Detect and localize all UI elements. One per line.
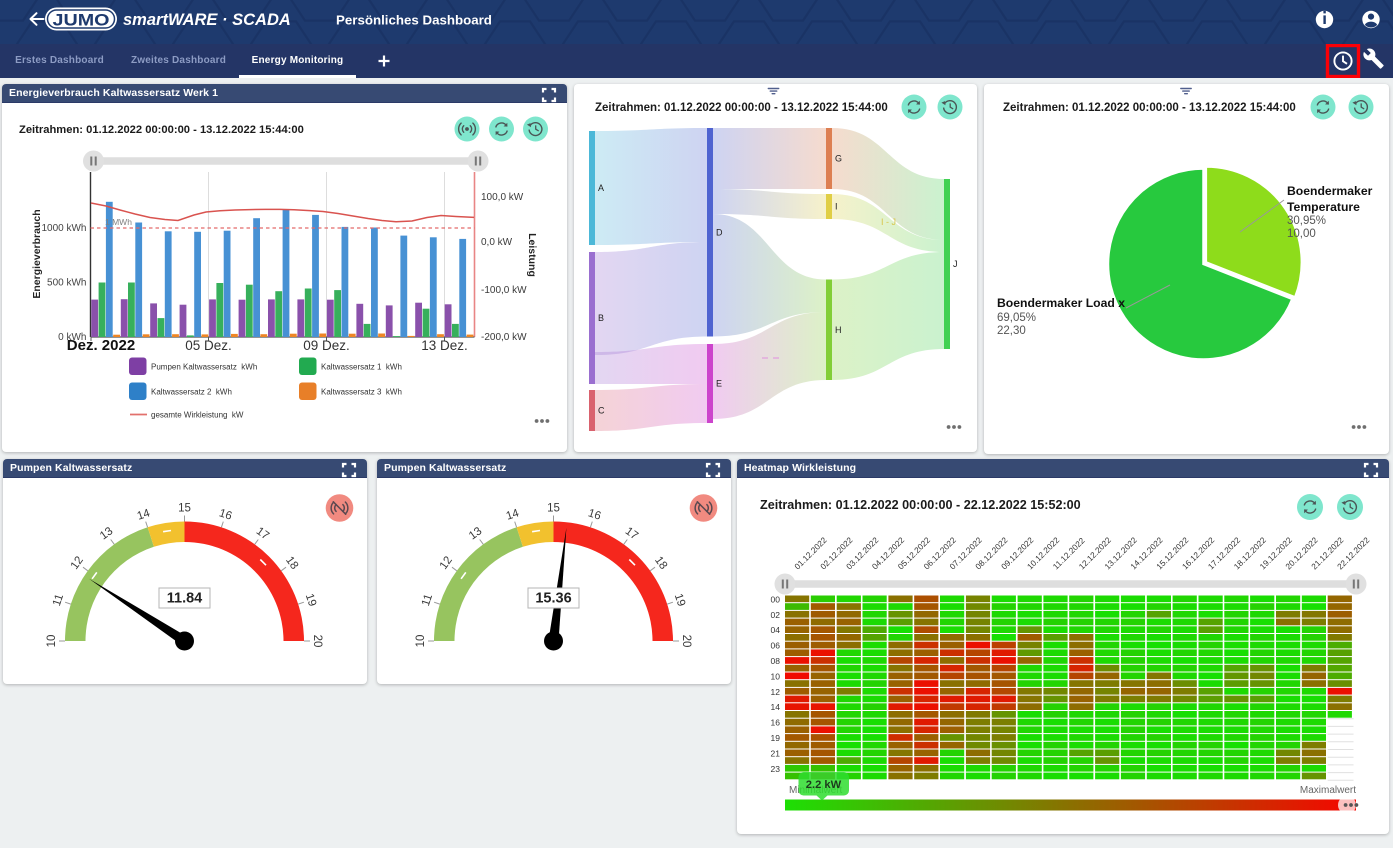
svg-text:Zeitrahmen: 01.12.2022 00:00:0: Zeitrahmen: 01.12.2022 00:00:00 - 13.12.… — [1003, 102, 1296, 114]
svg-text:Kaltwassersatz 2 kWh: Kaltwassersatz 2 kWh — [151, 388, 232, 397]
svg-text:11.84: 11.84 — [167, 591, 203, 607]
svg-text:500 kWh: 500 kWh — [47, 278, 86, 289]
svg-text:19: 19 — [303, 592, 318, 608]
svg-text:11: 11 — [420, 593, 435, 608]
svg-text:14: 14 — [505, 507, 521, 523]
svg-text:Boendermaker Load x: Boendermaker Load x — [997, 296, 1125, 310]
svg-text:15: 15 — [178, 503, 191, 515]
svg-text:12: 12 — [69, 554, 86, 571]
svg-text:Energieverbrauch: Energieverbrauch — [31, 209, 43, 298]
svg-text:JUMO: JUMO — [53, 12, 110, 30]
svg-text:19: 19 — [771, 733, 781, 743]
svg-text:Zeitrahmen: 01.12.2022 00:00:0: Zeitrahmen: 01.12.2022 00:00:00 - 22.12.… — [760, 498, 1081, 512]
svg-text:smartWARE · SCADA: smartWARE · SCADA — [123, 11, 291, 29]
svg-text:100,0 kW: 100,0 kW — [481, 192, 524, 203]
svg-text:14: 14 — [136, 507, 152, 523]
svg-text:14: 14 — [771, 702, 781, 712]
svg-text:Kaltwassersatz 1 kWh: Kaltwassersatz 1 kWh — [321, 363, 402, 372]
svg-text:18: 18 — [283, 554, 300, 571]
svg-text:0 kWh: 0 kWh — [58, 332, 86, 343]
svg-text:G: G — [835, 154, 842, 164]
svg-text:2.2 kW: 2.2 kW — [806, 779, 842, 791]
svg-text:Persönliches Dashboard: Persönliches Dashboard — [336, 13, 492, 28]
svg-text:-100,0 kW: -100,0 kW — [481, 285, 527, 296]
svg-text:Kaltwassersatz 3 kWh: Kaltwassersatz 3 kWh — [321, 388, 402, 397]
svg-text:69,05%: 69,05% — [997, 312, 1036, 324]
svg-text:Pumpen Kaltwassersatz kWh: Pumpen Kaltwassersatz kWh — [151, 363, 257, 372]
svg-text:10: 10 — [46, 635, 58, 648]
svg-text:09 Dez.: 09 Dez. — [303, 338, 350, 353]
svg-text:A: A — [598, 183, 604, 193]
svg-text:15.36: 15.36 — [535, 591, 571, 607]
svg-text:E: E — [716, 379, 722, 389]
svg-text:00: 00 — [771, 594, 781, 604]
svg-text:1000 kWh: 1000 kWh — [41, 223, 86, 234]
svg-text:gesamte Wirkleistung kW: gesamte Wirkleistung kW — [151, 411, 244, 420]
svg-text:C: C — [598, 406, 605, 416]
svg-text:B: B — [598, 313, 604, 323]
svg-text:Boendermaker: Boendermaker — [1287, 184, 1373, 198]
svg-text:0,0 kW: 0,0 kW — [481, 237, 513, 248]
svg-text:I - J: I - J — [881, 217, 896, 227]
svg-text:30,95%: 30,95% — [1287, 215, 1326, 227]
svg-text:Dez. 2022: Dez. 2022 — [67, 337, 135, 354]
svg-text:04: 04 — [771, 625, 781, 635]
svg-text:Temperature: Temperature — [1287, 200, 1360, 214]
svg-text:Zeitrahmen: 01.12.2022 00:00:0: Zeitrahmen: 01.12.2022 00:00:00 - 13.12.… — [595, 102, 888, 114]
svg-text:12: 12 — [771, 687, 781, 697]
svg-text:16: 16 — [217, 507, 233, 522]
svg-text:19: 19 — [672, 592, 687, 608]
svg-text:Zeitrahmen: 01.12.2022 00:00:0: Zeitrahmen: 01.12.2022 00:00:00 - 13.12.… — [19, 124, 304, 136]
svg-text:20: 20 — [311, 635, 323, 648]
svg-text:17: 17 — [623, 525, 640, 542]
svg-text:10,00: 10,00 — [1287, 228, 1316, 240]
svg-text:21: 21 — [771, 748, 781, 758]
svg-text:16: 16 — [771, 718, 781, 728]
svg-text:05 Dez.: 05 Dez. — [185, 338, 232, 353]
svg-text:13 Dez.: 13 Dez. — [421, 338, 468, 353]
svg-text:-200,0 kW: -200,0 kW — [481, 332, 527, 343]
svg-text:1 MWh: 1 MWh — [105, 217, 132, 227]
svg-text:20: 20 — [680, 635, 692, 648]
svg-text:22,30: 22,30 — [997, 325, 1026, 337]
svg-text:H: H — [835, 325, 842, 335]
svg-text:Maximalwert: Maximalwert — [1300, 785, 1356, 796]
svg-text:J: J — [953, 259, 958, 269]
svg-text:06: 06 — [771, 641, 781, 651]
svg-text:11: 11 — [51, 593, 66, 608]
svg-text:08: 08 — [771, 656, 781, 666]
svg-text:12: 12 — [438, 554, 455, 571]
svg-text:10: 10 — [415, 635, 427, 648]
svg-text:10: 10 — [771, 671, 781, 681]
svg-text:13: 13 — [467, 525, 484, 542]
svg-text:Leistung: Leistung — [526, 233, 538, 277]
svg-text:D: D — [716, 227, 723, 237]
svg-text:18: 18 — [652, 554, 669, 571]
svg-text:16: 16 — [586, 507, 602, 522]
svg-text:I: I — [835, 202, 838, 212]
svg-text:15: 15 — [547, 503, 560, 515]
svg-text:13: 13 — [98, 525, 115, 542]
svg-text:23: 23 — [771, 764, 781, 774]
svg-text:17: 17 — [254, 525, 271, 542]
svg-text:02: 02 — [771, 610, 781, 620]
